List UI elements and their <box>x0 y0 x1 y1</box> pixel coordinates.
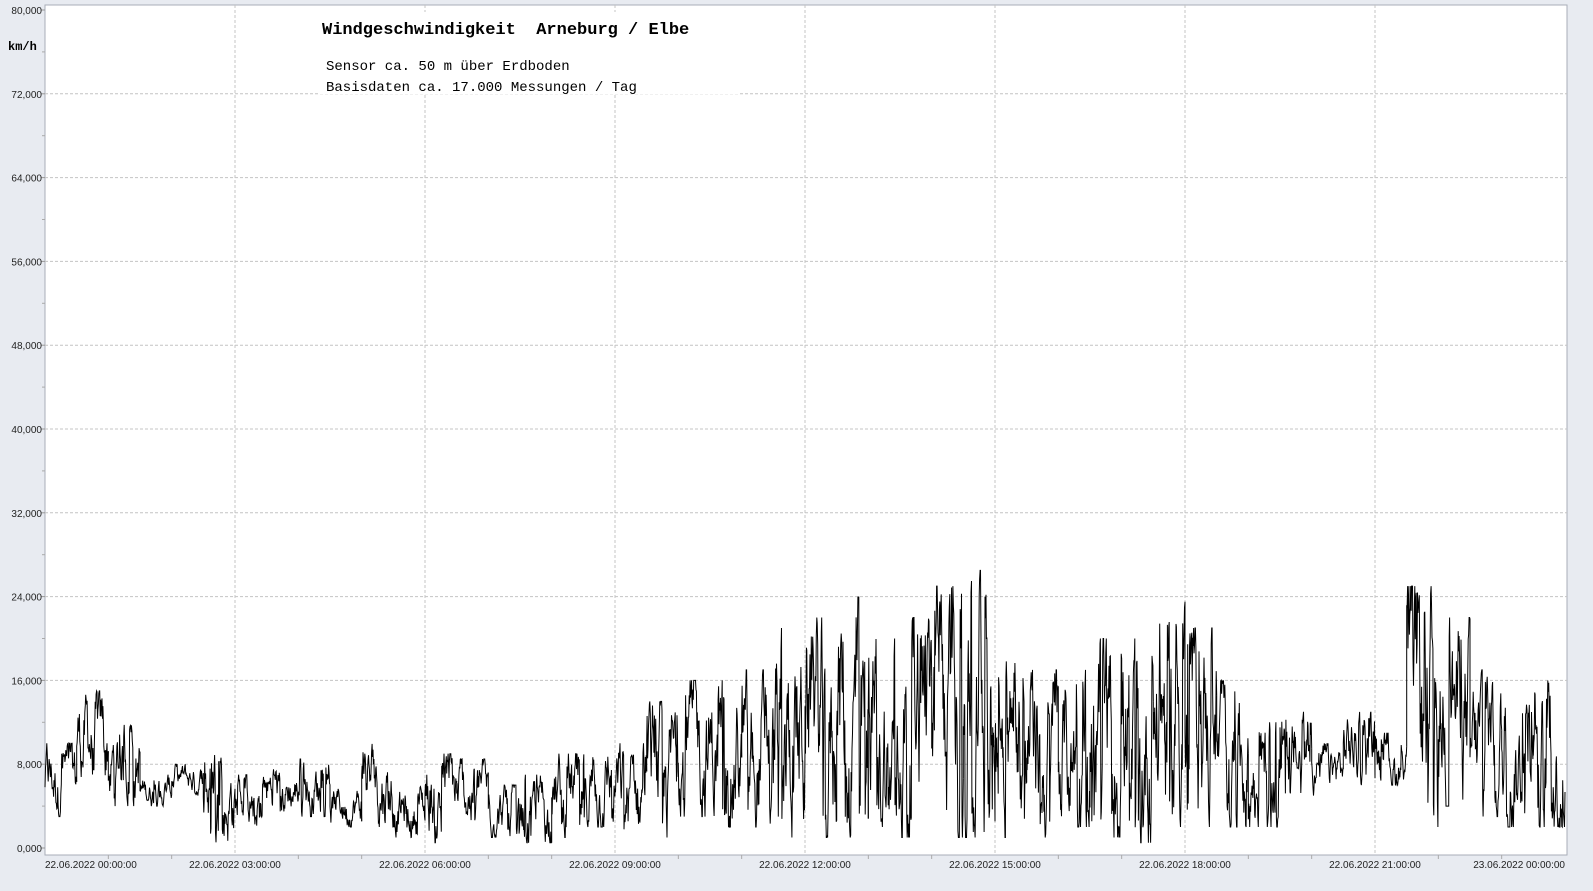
series-segment <box>1152 601 1186 828</box>
series-segment <box>1184 601 1218 828</box>
y-tick-label: 72,000 <box>11 90 42 101</box>
series-segment <box>1026 669 1059 838</box>
series-segment <box>899 617 933 838</box>
x-tick-label: 22.06.2022 09:00:00 <box>569 860 661 871</box>
series-segment <box>1089 638 1123 838</box>
series-segment <box>1247 722 1281 828</box>
x-tick-label: 22.06.2022 21:00:00 <box>1329 860 1421 871</box>
series-segment <box>266 769 299 812</box>
series-segment <box>487 772 521 838</box>
y-tick-label: 8,000 <box>17 760 42 771</box>
series-segment <box>614 743 648 830</box>
x-tick-label: 23.06.2022 00:00:00 <box>1473 860 1565 871</box>
series-segment <box>741 669 774 828</box>
series-segment <box>329 784 363 828</box>
series-segment <box>202 754 236 843</box>
x-tick-label: 22.06.2022 03:00:00 <box>189 860 281 871</box>
series-segment <box>107 723 141 807</box>
x-tick-label: 22.06.2022 15:00:00 <box>949 860 1041 871</box>
series-segment <box>551 753 584 843</box>
series-segment <box>867 638 901 828</box>
series-segment <box>76 689 109 782</box>
chart-title: Windgeschwindigkeit Arneburg / Elbe <box>322 21 689 40</box>
y-tick-label: 32,000 <box>11 509 42 520</box>
series-segment <box>456 757 489 821</box>
chart-subtitle-1: Sensor ca. 50 m über Erdboden <box>326 59 570 75</box>
series-segment <box>709 680 743 828</box>
data-series <box>44 569 1566 844</box>
series-segment <box>646 700 679 838</box>
y-tick-label: 40,000 <box>11 425 42 436</box>
series-segment <box>234 774 268 826</box>
series-segment <box>519 774 552 844</box>
x-tick-label: 22.06.2022 00:00:00 <box>45 860 137 871</box>
y-tick-label: 48,000 <box>11 341 42 352</box>
series-segment <box>1374 732 1408 787</box>
series-segment <box>1216 678 1249 828</box>
y-tick-label: 64,000 <box>11 174 42 185</box>
series-segment <box>582 754 616 828</box>
series-segment <box>962 569 996 838</box>
x-tick-label: 22.06.2022 18:00:00 <box>1139 860 1231 871</box>
series-segment <box>297 758 331 818</box>
series-segment <box>1057 669 1091 828</box>
series-segment <box>931 585 964 838</box>
y-tick-label: 16,000 <box>11 676 42 687</box>
series-segment <box>1501 704 1534 828</box>
series-segment <box>677 679 711 818</box>
series-segment <box>171 763 204 796</box>
y-tick-labels: 0,000 8,000 16,000 24,000 32,000 40,000 48,000… <box>11 6 42 855</box>
series-segment <box>1311 743 1344 796</box>
title-background <box>318 12 738 94</box>
series-segment <box>1279 711 1313 794</box>
series-segment <box>139 751 173 809</box>
y-axis-unit: km/h <box>8 40 37 54</box>
x-tick-label: 22.06.2022 12:00:00 <box>759 860 851 871</box>
series-segment <box>994 661 1028 838</box>
x-tick-labels: 22.06.2022 00:00:00 22.06.2022 03:00:00 22… <box>45 860 1565 871</box>
y-tick-label: 56,000 <box>11 257 42 268</box>
y-tick-label: 24,000 <box>11 593 42 604</box>
chart-subtitle-2: Basisdaten ca. 17.000 Messungen / Tag <box>326 80 637 96</box>
series-segment <box>1532 680 1566 829</box>
series-segment <box>44 741 78 818</box>
series-segment <box>836 596 869 838</box>
series-segment <box>1342 711 1376 786</box>
series-segment <box>804 617 838 838</box>
series-segment <box>1469 618 1503 818</box>
series-segment <box>1406 585 1439 828</box>
series-segment <box>1437 617 1471 807</box>
series-segment <box>361 743 394 828</box>
series-segment <box>772 627 806 838</box>
series-segment <box>424 753 458 844</box>
y-tick-label: 0,000 <box>17 844 42 855</box>
x-tick-label: 22.06.2022 06:00:00 <box>379 860 471 871</box>
y-tick-label: 80,000 <box>11 6 42 17</box>
series-segment <box>1121 638 1154 844</box>
series-segment <box>392 785 426 839</box>
